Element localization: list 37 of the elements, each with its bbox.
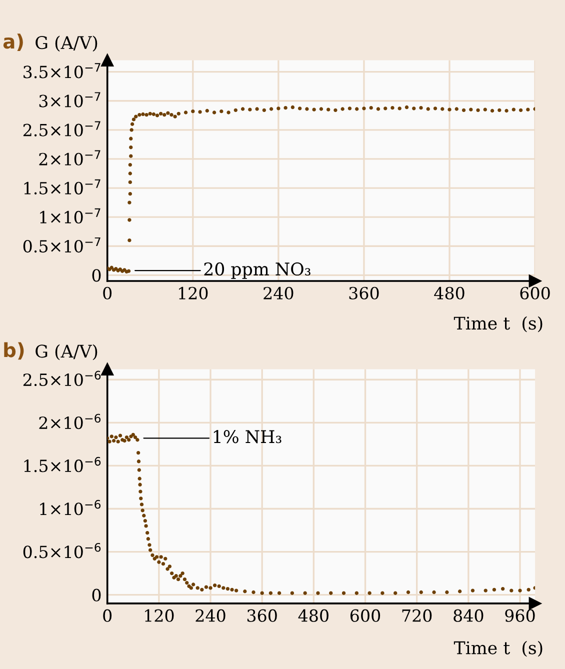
x-tick-label: 480 [434,286,464,300]
y-tick-label: 1.5×10$^{−6}$ [24,456,101,472]
y-tick-label: 3×10$^{−7}$ [39,92,100,108]
y-tick-label: 3.5×10$^{−7}$ [24,63,100,78]
x-tick-label: 360 [349,286,379,300]
x-tick-label: 360 [247,609,277,622]
y-tick-label: 2.5×10$^{−7}$ [23,121,100,136]
y-axis-title: G (A/V) [36,36,98,52]
x-tick-label: 480 [298,609,328,622]
y-tick-label: 1.5×10$^{−7}$ [24,179,100,194]
x-tick-label: 120 [145,609,174,622]
y-tick-label: 0 [92,269,101,282]
y-tick-label: 0 [92,588,101,602]
x-tick-label: 600 [520,286,550,300]
x-axis-title: Time t (s) [454,316,542,332]
y-tick-label: 2×10$^{−6}$ [39,414,101,430]
y-tick-label: 2.5×10$^{−6}$ [23,370,101,386]
y-tick-label: 0.5×10$^{−6}$ [23,542,101,558]
x-axis-title: Time t (s) [454,640,542,657]
y-axis-title: G (A/V) [36,344,98,360]
chart-title: b) [4,342,24,360]
chart-title: a) [3,34,23,52]
x-tick-label: 240 [196,609,226,622]
annotation: 20 ppm NO₃ [204,262,310,279]
y-tick-label: 0.5×10$^{−7}$ [23,237,100,253]
x-tick-label: 720 [402,609,432,622]
x-tick-label: 240 [264,286,294,300]
x-tick-label: 0 [103,286,112,300]
y-tick-label: 2×10$^{−7}$ [39,150,100,166]
annotation: 1% NH₃ [214,430,282,444]
x-tick-label: 120 [179,286,208,300]
y-tick-label: 1×10$^{−6}$ [40,500,101,516]
y-tick-label: 1×10$^{−7}$ [40,208,100,224]
x-tick-label: 600 [350,609,380,622]
x-tick-label: 840 [454,609,484,622]
x-tick-label: 960 [505,609,535,622]
x-tick-label: 0 [103,609,112,622]
